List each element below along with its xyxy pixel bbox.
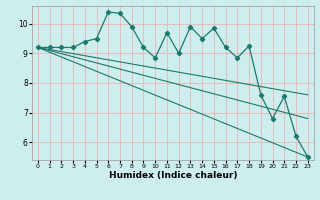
X-axis label: Humidex (Indice chaleur): Humidex (Indice chaleur) [108, 171, 237, 180]
